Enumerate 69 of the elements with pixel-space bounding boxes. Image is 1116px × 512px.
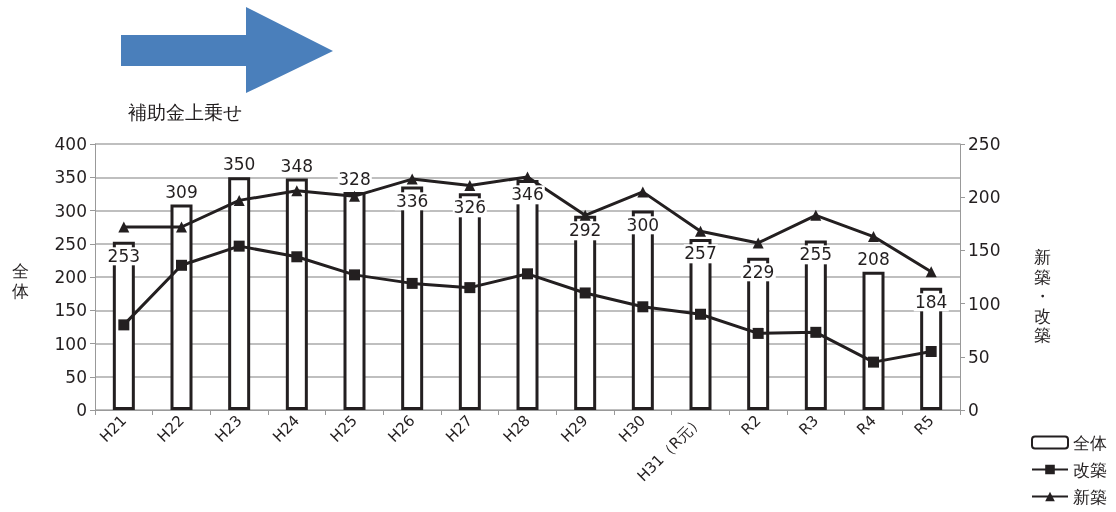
data-label: 328 [337,169,372,190]
point [810,326,822,338]
point [291,185,303,197]
y-tick-label: 50 [65,366,87,387]
point [925,266,937,278]
data-label: 336 [394,190,430,211]
x-tick-label: R5 [910,411,938,439]
y-tick-label: 200 [54,267,87,287]
point [176,259,187,271]
point [695,225,706,237]
data-label: 348 [279,155,315,176]
point [291,251,303,263]
x-tick-label: R3 [795,411,823,439]
y-tick-label: 350 [54,167,87,188]
y2-tick-label: 50 [968,346,990,367]
point [695,308,706,320]
point [349,190,360,202]
data-label: 184 [913,291,949,312]
x-tick-label: R2 [737,411,765,439]
point [579,209,591,221]
y2-tick-label: 150 [968,240,1001,261]
point [118,221,130,233]
y2-tick-label: 250 [968,134,1001,154]
legend-label: 改築 [1073,459,1107,480]
y2-axis-title: 新築・改築 [1034,247,1051,346]
y2-tick-label: 100 [968,293,1001,314]
data-label: 255 [798,244,834,265]
point [406,277,418,289]
data-label: 309 [164,181,199,202]
data-label: 300 [625,214,661,235]
y-tick-label: 100 [54,333,87,354]
y2-tick-label: 0 [968,400,979,420]
point [579,287,591,299]
point [752,327,764,339]
y-tick-label: 150 [54,300,87,321]
point [118,319,130,331]
text: 補助金上乗せ [128,100,242,125]
data-label: 229 [740,262,776,283]
data-label: 257 [683,243,718,264]
point [233,194,245,206]
data-label: 350 [221,154,257,175]
point [522,268,533,280]
point [176,221,187,233]
data-label: 292 [567,220,603,241]
y2-tick-label: 200 [968,187,1001,208]
point [406,173,418,185]
point [868,356,879,368]
point [810,209,822,221]
data-label: 346 [510,184,545,205]
point [464,180,476,191]
point [349,269,360,281]
y-axis-title: 全体 [12,261,29,302]
data-label: 253 [106,246,142,267]
x-tick-label: R4 [853,411,880,439]
legend-label: 全体 [1073,432,1107,453]
legend-label: 新築 [1073,486,1107,507]
y-tick-label: 250 [54,233,87,254]
point [637,186,649,198]
point [464,282,476,294]
y-tick-label: 400 [54,134,87,154]
data-label: 208 [856,248,891,269]
y-tick-label: 300 [54,200,87,221]
point [233,240,245,252]
y-tick-label: 0 [76,400,87,420]
point [752,237,764,249]
point [925,345,937,357]
point [637,301,649,313]
point [868,231,879,243]
data-label: 326 [452,197,488,218]
